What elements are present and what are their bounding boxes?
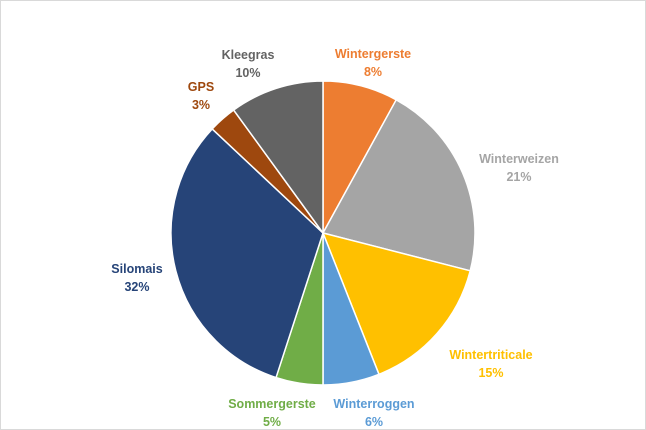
pie-slices — [170, 80, 476, 386]
slice-percent-winterroggen: 6% — [365, 415, 383, 429]
slice-label-sommergerste: Sommergerste — [228, 397, 316, 411]
slice-label-kleegras: Kleegras — [222, 48, 275, 62]
slice-label-silomais: Silomais — [111, 262, 162, 276]
slice-percent-kleegras: 10% — [235, 66, 260, 80]
slice-percent-gps: 3% — [192, 98, 210, 112]
slice-percent-silomais: 32% — [124, 280, 149, 294]
pie-slice-kleegras — [232, 80, 324, 234]
slice-label-wintergerste: Wintergerste — [335, 47, 411, 61]
pie-slice-silomais — [170, 128, 324, 379]
slice-label-gps: GPS — [188, 80, 214, 94]
slice-label-wintertriticale: Wintertriticale — [449, 348, 532, 362]
slice-percent-winterweizen: 21% — [506, 170, 531, 184]
pie-labels: Wintergerste 8% Winterweizen 21% Wintertriti… — [111, 47, 559, 429]
slice-label-winterroggen: Winterroggen — [333, 397, 414, 411]
pie-slice-winterweizen — [322, 99, 476, 272]
slice-percent-wintertriticale: 15% — [478, 366, 503, 380]
slice-label-winterweizen: Winterweizen — [479, 152, 559, 166]
pie-slice-wintertriticale — [322, 232, 471, 376]
slice-percent-sommergerste: 5% — [263, 415, 281, 429]
slice-percent-wintergerste: 8% — [364, 65, 382, 79]
